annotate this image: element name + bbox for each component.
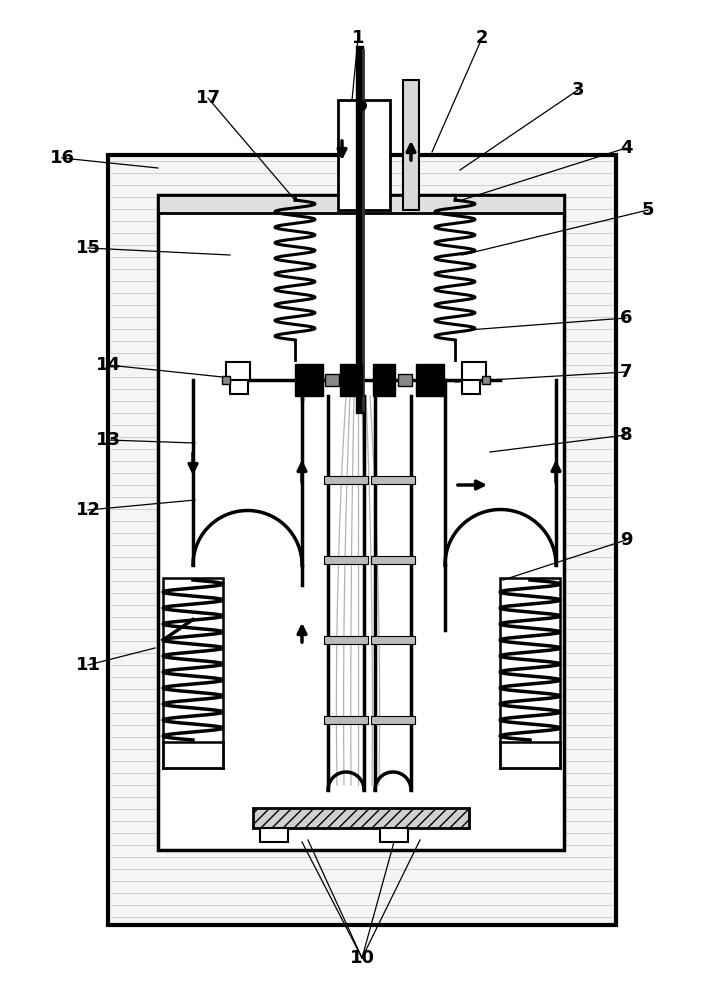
Text: 2: 2 <box>476 29 488 47</box>
Bar <box>371 716 415 724</box>
Text: 10: 10 <box>350 949 374 967</box>
Bar <box>500 578 560 742</box>
Text: 5: 5 <box>642 201 654 219</box>
Text: 15: 15 <box>76 239 100 257</box>
Bar <box>416 364 444 396</box>
Text: 1: 1 <box>352 29 364 47</box>
Bar <box>324 556 368 564</box>
Text: 13: 13 <box>95 431 120 449</box>
Bar <box>338 100 390 210</box>
Text: 4: 4 <box>620 139 632 157</box>
Bar <box>373 364 395 396</box>
Text: 9: 9 <box>620 531 632 549</box>
Bar <box>371 476 415 484</box>
Bar <box>462 380 480 394</box>
Bar <box>158 195 564 850</box>
Text: 17: 17 <box>195 89 221 107</box>
Text: 6: 6 <box>620 309 632 327</box>
Bar <box>462 362 486 380</box>
Text: 16: 16 <box>50 149 74 167</box>
Text: 8: 8 <box>619 426 632 444</box>
Bar <box>324 636 368 644</box>
Bar <box>371 556 415 564</box>
Bar <box>295 364 323 396</box>
Bar <box>253 808 469 828</box>
Text: 11: 11 <box>76 656 100 674</box>
Bar <box>398 374 412 386</box>
Text: 14: 14 <box>95 356 120 374</box>
Bar <box>482 376 490 384</box>
Bar <box>163 578 223 742</box>
Bar <box>340 364 362 396</box>
Bar <box>324 716 368 724</box>
Bar <box>230 380 248 394</box>
Bar <box>226 362 250 380</box>
Bar <box>325 374 339 386</box>
Text: 3: 3 <box>572 81 584 99</box>
Text: 7: 7 <box>620 363 632 381</box>
Bar <box>108 155 616 925</box>
Bar <box>324 476 368 484</box>
Bar <box>222 376 230 384</box>
Bar <box>341 103 387 207</box>
Bar <box>371 636 415 644</box>
Text: 12: 12 <box>76 501 100 519</box>
Bar <box>403 80 419 210</box>
Bar <box>158 195 564 213</box>
Bar <box>260 828 288 842</box>
Bar <box>380 828 408 842</box>
